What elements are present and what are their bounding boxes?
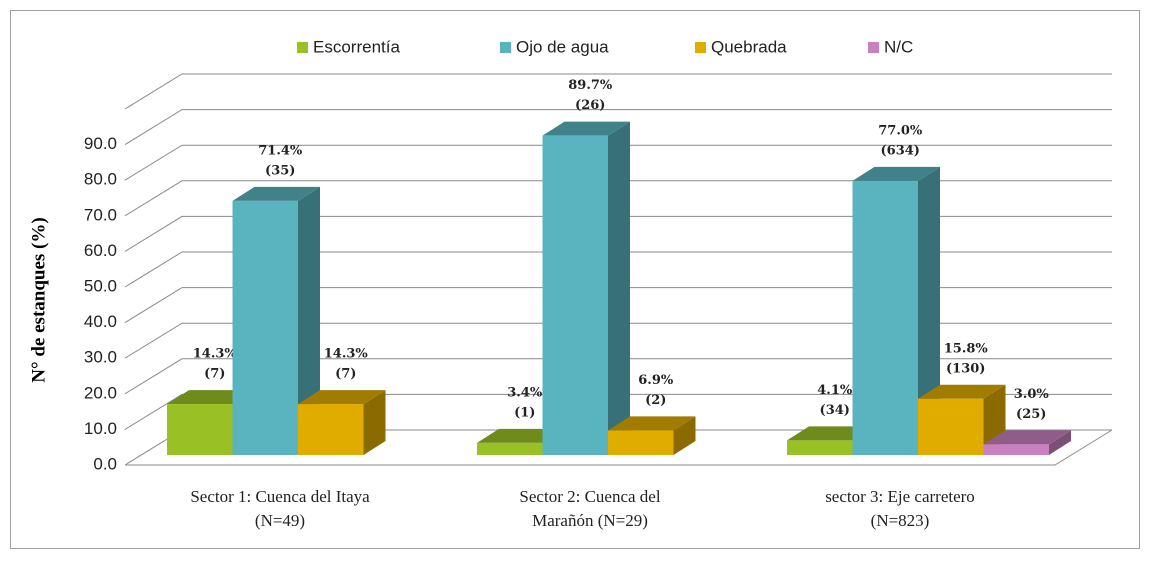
data-label: 71.4% [258,143,303,158]
bar [608,430,674,455]
legend-label: Ojo de agua [516,37,609,56]
data-label-count: (7) [204,367,225,382]
y-tick-label: 80.0 [84,170,117,189]
legend-label: N/C [884,37,913,56]
grid-line [124,393,1112,430]
data-label-count: (634) [881,143,920,158]
bar [477,442,543,455]
bar-side [918,166,940,455]
bar-top [608,416,696,431]
x-tick-label: Sector 2: Cuenca del [519,487,660,506]
x-tick-label: (N=49) [255,511,305,530]
grid-line [124,144,1112,181]
bar-side [298,186,320,456]
x-tick-label: Sector 1: Cuenca del Itaya [190,487,370,506]
bar [787,440,853,455]
grid-line [124,287,1112,324]
y-tick-label: 90.0 [84,134,117,153]
grid-line [124,109,1112,146]
bar-top [918,384,1006,399]
bar [298,404,364,455]
data-label: 3.0% [1014,387,1050,402]
data-label: 15.8% [944,341,989,356]
data-label: 77.0% [878,123,923,138]
data-label: 14.3% [324,347,369,362]
legend-swatch [868,42,879,53]
bar-top [983,430,1071,445]
x-tick-label: Marañón (N=29) [532,511,648,530]
grid-line [124,322,1112,359]
data-label-count: (7) [335,367,356,382]
y-tick-label: 70.0 [84,205,117,224]
x-tick-label: (N=823) [871,511,930,530]
grid-line [124,251,1112,288]
x-tick-label: sector 3: Eje carretero [825,487,975,506]
grid-line [124,215,1112,252]
legend-label: Quebrada [711,37,787,56]
data-label-count: (25) [1016,407,1046,422]
data-label: 6.9% [638,373,674,388]
data-label-count: (26) [575,98,605,113]
data-label-count: (130) [946,361,985,376]
floor-edge [125,429,1113,466]
grid-line [124,358,1112,395]
y-tick-label: 30.0 [84,348,117,367]
bar [852,180,918,455]
y-tick-label: 50.0 [84,276,117,295]
data-label-count: (35) [265,163,295,178]
bar-top [542,121,630,136]
data-label: 14.3% [193,347,238,362]
legend-swatch [695,42,706,53]
legend-label: Escorrentía [313,37,400,56]
y-tick-label: 20.0 [84,383,117,402]
bar-side [1049,430,1071,455]
bar-top [298,390,386,405]
data-label: 89.7% [568,78,613,93]
grid-line [124,180,1112,217]
legend-swatch [500,42,511,53]
y-tick-label: 60.0 [84,241,117,260]
bar [232,200,298,455]
y-tick-label: 40.0 [84,312,117,331]
data-label-count: (1) [514,405,535,420]
bar-top [232,186,320,201]
y-tick-label: 0.0 [93,454,117,473]
legend-swatch [297,42,308,53]
bar [918,398,984,455]
data-label: 4.1% [817,383,853,398]
bar-side [673,416,696,455]
bar-side [363,390,386,455]
bar [167,404,233,455]
bar [983,444,1049,455]
data-label: 3.4% [507,385,543,400]
y-tick-label: 10.0 [84,419,117,438]
bar-top [852,166,940,181]
bar [542,135,608,455]
wall-top [124,73,1112,110]
y-axis-title: N° de estanques (%) [28,217,49,382]
data-label-count: (34) [820,403,850,418]
bar-side [608,121,630,455]
data-label-count: (2) [645,393,666,408]
